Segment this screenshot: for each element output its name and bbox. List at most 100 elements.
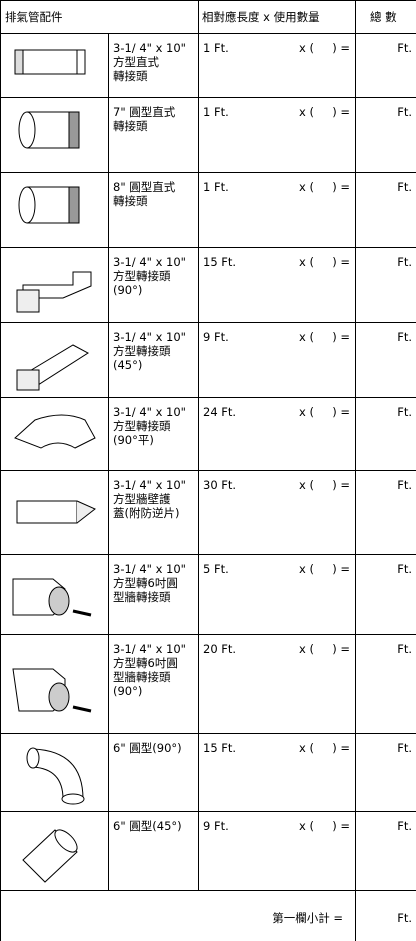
total-cell: Ft. [356, 635, 416, 734]
length: 15 Ft. [203, 741, 237, 755]
total-cell: Ft. [356, 812, 416, 891]
description: 6" 圓型(90°) [113, 741, 182, 755]
length: 5 Ft. [203, 562, 229, 576]
image-cell [1, 555, 109, 635]
fitting-icon [12, 668, 92, 712]
length: 1 Ft. [203, 105, 229, 119]
length-cell: 15 Ft. x ( ) = [199, 734, 356, 812]
length-cell: 15 Ft. x ( ) = [199, 248, 356, 323]
multiplier: x ( ) = [299, 741, 351, 755]
description: 3-1/ 4" x 10" 方型轉接頭 (45°) [113, 330, 186, 372]
multiplier: x ( ) = [299, 180, 351, 194]
total-cell: Ft. [356, 173, 416, 248]
fitting-icon [22, 828, 78, 883]
multiplier: x ( ) = [299, 478, 351, 492]
fitting-icon [14, 414, 96, 449]
header-text: 相對應長度 x 使用數量 [202, 10, 320, 24]
description-cell: 8" 圓型直式 轉接頭 [109, 173, 199, 248]
multiplier: x ( ) = [299, 330, 351, 344]
header-text: 總 數 [370, 10, 397, 24]
total-cell: Ft. [356, 398, 416, 471]
multiplier: x ( ) = [299, 642, 351, 656]
multiplier: x ( ) = [299, 105, 351, 119]
length-cell: 1 Ft. x ( ) = [199, 173, 356, 248]
fitting-icon [16, 271, 92, 313]
fitting-icon [18, 111, 80, 149]
description: 8" 圓型直式 轉接頭 [113, 180, 176, 208]
unit: Ft. [397, 562, 412, 576]
multiplier: x ( ) = [299, 819, 351, 833]
length: 20 Ft. [203, 642, 237, 656]
total-cell: Ft. [356, 248, 416, 323]
fitting-icon [18, 186, 80, 224]
unit: Ft. [397, 741, 412, 755]
description: 3-1/ 4" x 10" 方型轉6吋圓 型牆轉接頭 [113, 562, 186, 604]
description: 7" 圓型直式 轉接頭 [113, 105, 176, 133]
description-cell: 3-1/ 4" x 10" 方型轉接頭 (90°平) [109, 398, 199, 471]
fitting-icon [16, 344, 89, 391]
total-cell: Ft. [356, 98, 416, 173]
length-cell: 20 Ft. x ( ) = [199, 635, 356, 734]
header-cell: 排氣管配件 [1, 1, 199, 34]
length-cell: 30 Ft. x ( ) = [199, 471, 356, 555]
length: 1 Ft. [203, 41, 229, 55]
image-cell [1, 248, 109, 323]
unit: Ft. [397, 819, 412, 833]
image-cell [1, 734, 109, 812]
unit: Ft. [397, 330, 412, 344]
description-cell: 3-1/ 4" x 10" 方型轉6吋圓 型牆轉接頭 [109, 555, 199, 635]
header-cell: 相對應長度 x 使用數量 [199, 1, 356, 34]
image-cell [1, 635, 109, 734]
fitting-icon [14, 49, 86, 75]
description: 3-1/ 4" x 10" 方型轉6吋圓 型牆轉接頭 (90°) [113, 642, 186, 698]
multiplier: x ( ) = [299, 41, 351, 55]
multiplier: x ( ) = [299, 255, 351, 269]
length-cell: 24 Ft. x ( ) = [199, 398, 356, 471]
image-cell [1, 98, 109, 173]
description: 3-1/ 4" x 10" 方型牆壁護 蓋(附防逆片) [113, 478, 186, 520]
multiplier: x ( ) = [299, 562, 351, 576]
length: 1 Ft. [203, 180, 229, 194]
total-cell: Ft. [356, 471, 416, 555]
unit: Ft. [397, 642, 412, 656]
length: 30 Ft. [203, 478, 237, 492]
unit: Ft. [397, 105, 412, 119]
fitting-icon [16, 500, 96, 524]
description-cell: 6" 圓型(90°) [109, 734, 199, 812]
length: 9 Ft. [203, 330, 229, 344]
length-cell: 9 Ft. x ( ) = [199, 323, 356, 398]
image-cell [1, 323, 109, 398]
description-cell: 7" 圓型直式 轉接頭 [109, 98, 199, 173]
unit: Ft. [397, 405, 412, 419]
description: 3-1/ 4" x 10" 方型轉接頭 (90°) [113, 255, 186, 297]
description: 3-1/ 4" x 10" 方型轉接頭 (90°平) [113, 405, 186, 447]
description: 3-1/ 4" x 10" 方型直式 轉接頭 [113, 41, 186, 83]
image-cell [1, 812, 109, 891]
total-cell: Ft. [356, 323, 416, 398]
unit: Ft. [397, 41, 412, 55]
total-cell: Ft. [356, 555, 416, 635]
length-cell: 1 Ft. x ( ) = [199, 98, 356, 173]
unit: Ft. [397, 180, 412, 194]
description-cell: 3-1/ 4" x 10" 方型轉接頭 (90°) [109, 248, 199, 323]
total-cell: Ft. [356, 34, 416, 98]
header-cell: 總 數 [356, 1, 416, 34]
footer-cell: 第一欄小計 = [1, 891, 356, 941]
multiplier: x ( ) = [299, 405, 351, 419]
description-cell: 3-1/ 4" x 10" 方型牆壁護 蓋(附防逆片) [109, 471, 199, 555]
length-cell: 9 Ft. x ( ) = [199, 812, 356, 891]
image-cell [1, 173, 109, 248]
length: 9 Ft. [203, 819, 229, 833]
length: 24 Ft. [203, 405, 237, 419]
unit: Ft. [397, 255, 412, 269]
description-cell: 3-1/ 4" x 10" 方型轉6吋圓 型牆轉接頭 (90°) [109, 635, 199, 734]
image-cell [1, 398, 109, 471]
total-cell: Ft. [356, 734, 416, 812]
fitting-icon [12, 578, 92, 617]
unit: Ft. [397, 478, 412, 492]
description-cell: 3-1/ 4" x 10" 方型轉接頭 (45°) [109, 323, 199, 398]
description-cell: 6" 圓型(45°) [109, 812, 199, 891]
image-cell [1, 471, 109, 555]
fitting-icon [26, 747, 85, 805]
